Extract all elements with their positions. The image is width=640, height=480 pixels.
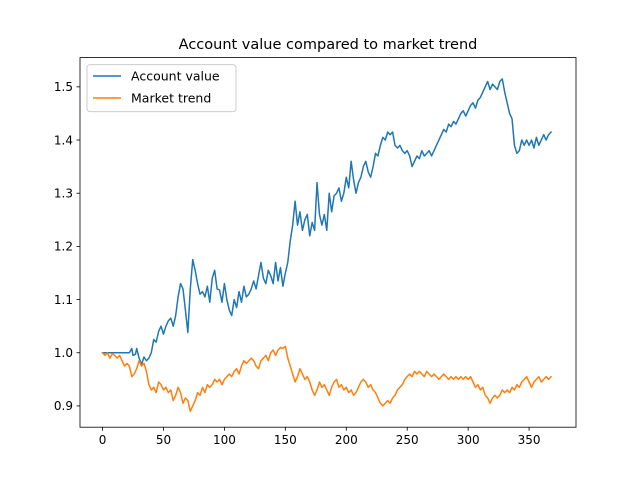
x-axis: 0 50 100 150 200 250 300 350: [99, 427, 541, 447]
plot-area: [80, 57, 576, 428]
series-line-account-value: [101, 78, 553, 366]
y-tick-label: 1.5: [54, 80, 73, 94]
series-line-market-trend: [101, 345, 553, 412]
legend-label-account-value: Account value: [131, 69, 220, 84]
legend-box: [86, 64, 237, 113]
x-tick-label: 200: [335, 433, 358, 447]
y-tick-label: 1.2: [54, 240, 73, 254]
legend: Account value Market trend: [86, 64, 237, 113]
x-tick-label: 150: [274, 433, 297, 447]
y-tick-label: 1.4: [54, 133, 73, 147]
x-tick-label: 250: [396, 433, 419, 447]
x-tick-label: 100: [213, 433, 236, 447]
chart-title: Account value compared to market trend: [179, 37, 478, 53]
series-layer: [101, 78, 553, 412]
x-tick-label: 300: [457, 433, 480, 447]
y-tick-label: 0.9: [54, 399, 73, 413]
y-tick-label: 1.1: [54, 293, 73, 307]
y-tick-label: 1.0: [54, 346, 73, 360]
x-tick-label: 350: [518, 433, 541, 447]
y-tick-label: 1.3: [54, 187, 73, 201]
legend-label-market-trend: Market trend: [131, 91, 211, 106]
plot-frame: [79, 57, 577, 428]
y-axis: 0.9 1.0 1.1 1.2 1.3 1.4 1.5: [54, 80, 80, 413]
x-tick-label: 0: [99, 433, 107, 447]
x-tick-label: 50: [156, 433, 171, 447]
